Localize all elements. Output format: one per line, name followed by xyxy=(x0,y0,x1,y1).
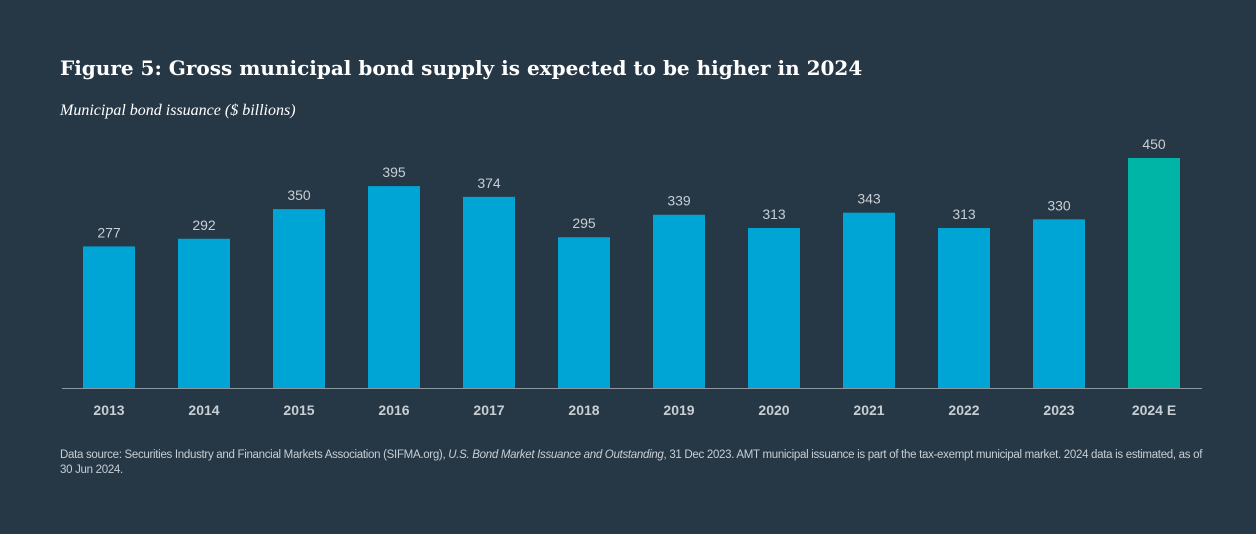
data-label: 350 xyxy=(287,187,311,203)
x-tick-label: 2015 xyxy=(283,402,314,418)
bar-2016 xyxy=(368,186,420,388)
data-label: 295 xyxy=(572,215,596,231)
x-tick-label: 2013 xyxy=(93,402,124,418)
data-label: 374 xyxy=(477,175,501,191)
x-tick-label: 2016 xyxy=(378,402,409,418)
bar-2015 xyxy=(273,209,325,388)
x-tick-label: 2024 E xyxy=(1132,402,1176,418)
x-tick-label: 2018 xyxy=(568,402,599,418)
data-label: 292 xyxy=(192,217,216,233)
x-tick-label: 2022 xyxy=(948,402,979,418)
x-tick-label: 2014 xyxy=(188,402,219,418)
bar-2019 xyxy=(653,214,705,388)
x-tick-label: 2019 xyxy=(663,402,694,418)
data-label: 343 xyxy=(857,191,881,207)
bar-2022 xyxy=(938,228,990,388)
chart-title: Figure 5: Gross municipal bond supply is… xyxy=(60,56,863,80)
x-tick-label: 2020 xyxy=(758,402,789,418)
bar-2017 xyxy=(463,196,515,388)
source-suffix: , 31 Dec 2023. AMT municipal issuance is… xyxy=(60,449,1203,476)
bar-2021 xyxy=(843,212,895,388)
chart-subtitle: Municipal bond issuance ($ billions) xyxy=(60,102,296,119)
x-tick-label: 2023 xyxy=(1043,402,1074,418)
bar-2024-E xyxy=(1128,158,1180,388)
source-prefix: Data source: Securities Industry and Fin… xyxy=(60,449,449,461)
data-label: 395 xyxy=(382,164,406,180)
data-label: 313 xyxy=(762,206,786,222)
x-tick-label: 2021 xyxy=(853,402,884,418)
data-label: 277 xyxy=(97,224,121,240)
data-label: 313 xyxy=(952,206,976,222)
data-source-note: Data source: Securities Industry and Fin… xyxy=(60,448,1210,478)
bar-2023 xyxy=(1033,219,1085,388)
data-label: 339 xyxy=(667,193,691,209)
source-title: U.S. Bond Market Issuance and Outstandin… xyxy=(448,449,664,461)
bar-2018 xyxy=(558,237,610,388)
data-label: 450 xyxy=(1142,136,1166,152)
x-tick-label: 2017 xyxy=(473,402,504,418)
bar-2013 xyxy=(83,246,135,388)
data-label: 330 xyxy=(1047,197,1071,213)
bar-2014 xyxy=(178,238,230,388)
bar-2020 xyxy=(748,228,800,388)
